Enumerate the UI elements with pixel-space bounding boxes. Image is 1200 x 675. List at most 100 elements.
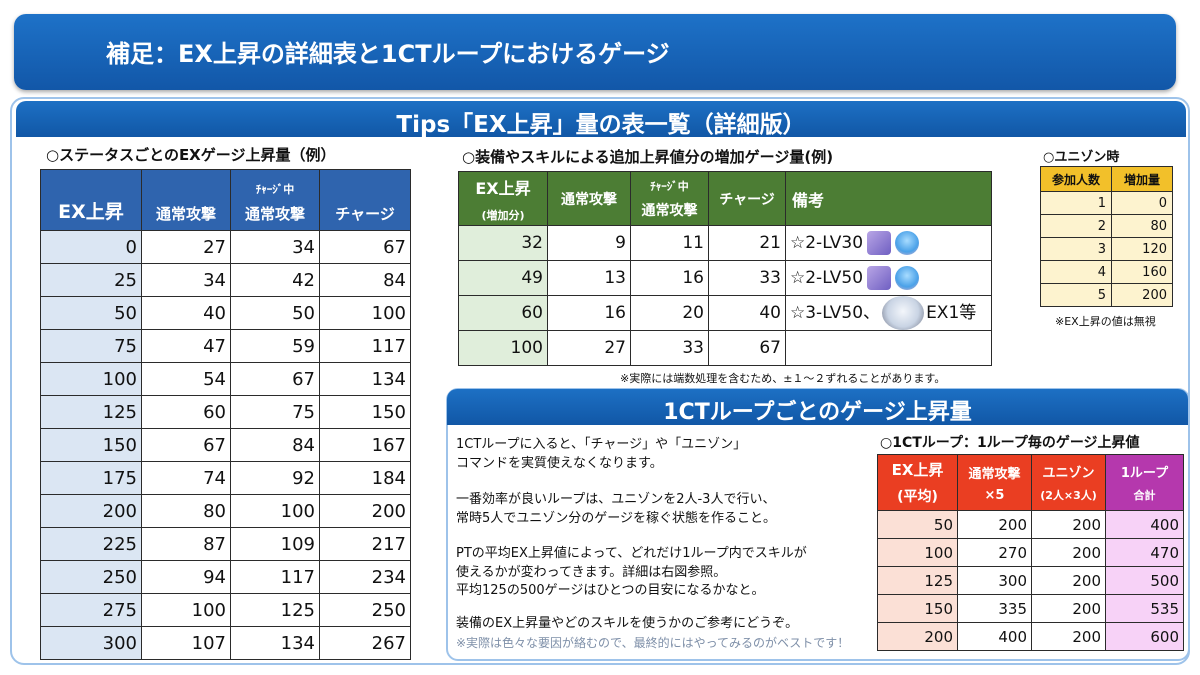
ex-cell: 0	[40, 230, 142, 264]
charge-cell: 40	[708, 295, 786, 331]
normal-cell: 13	[547, 260, 631, 296]
total-cell: 535	[1105, 594, 1184, 623]
ct-paragraph-line: 1CTループに入ると、「チャージ」や「ユニゾン」	[456, 437, 747, 452]
ex-cell: 125	[877, 566, 958, 595]
cards-icon	[867, 231, 892, 255]
note-text-after: EX1等	[926, 303, 977, 323]
ex-cell: 49	[458, 260, 548, 296]
charge-normal-cell: 125	[230, 593, 320, 627]
character-icon	[882, 296, 925, 330]
header-ex-avg: EX上昇 (平均)	[877, 454, 958, 511]
normal-cell: 107	[141, 626, 231, 660]
header-charge-normal-label: 通常攻撃	[244, 205, 305, 223]
table-row: 50 200 200 400	[877, 510, 1184, 539]
charge-normal-cell: 109	[230, 527, 320, 561]
total-cell: 470	[1105, 538, 1184, 567]
ex-cell: 200	[40, 494, 142, 528]
charge-normal-cell: 92	[230, 461, 320, 495]
ex-cell: 175	[40, 461, 142, 495]
ex-cell: 60	[458, 295, 548, 331]
charge-cell: 184	[319, 461, 411, 495]
header-unison-sub: (2人×3人)	[1040, 489, 1097, 502]
ex-cell: 100	[40, 362, 142, 396]
charge-normal-cell: 100	[230, 494, 320, 528]
header-charge: チャージ	[319, 169, 411, 231]
header-charge-top: ﾁｬｰｼﾞ中	[650, 179, 689, 193]
note-text: ☆3-LV50、	[790, 303, 881, 323]
header-normal: 通常攻撃	[141, 169, 231, 231]
header-charge: チャージ	[708, 171, 786, 226]
table-row: 150 335 200 535	[877, 594, 1184, 623]
charge-cell: 84	[319, 263, 411, 297]
ex-cell: 100	[458, 330, 548, 366]
header-charge-normal: ﾁｬｰｼﾞ中 通常攻撃	[230, 169, 320, 231]
ct-paragraph-line: 装備のEX上昇量やどのスキルを使うかのご参考にどうぞ。	[456, 616, 799, 631]
normal-cell: 60	[141, 395, 231, 429]
people-cell: 3	[1040, 237, 1112, 261]
normal-cell: 34	[141, 263, 231, 297]
loop-table-label: ○1CTループ：1ループ毎のゲージ上昇値	[880, 435, 1140, 451]
normal-cell: 74	[141, 461, 231, 495]
ex-cell: 25	[40, 263, 142, 297]
table-row: 2 80	[1040, 214, 1173, 238]
ex-cell: 225	[40, 527, 142, 561]
charge-cell: 267	[319, 626, 411, 660]
ct-section-bar: 1CTループごとのゲージ上昇量	[447, 389, 1188, 425]
table-row: 250 94 117 234	[40, 560, 411, 594]
header-ex-label: EX上昇	[891, 461, 944, 479]
status-table-label: ○ステータスごとのEXゲージ上昇量（例）	[46, 146, 336, 164]
unison-table: 参加人数 増加量 1 0 2 80 3 120 4 160 5 200	[1040, 166, 1173, 307]
charge-normal-cell: 16	[630, 260, 709, 296]
normal-cell: 40	[141, 296, 231, 330]
total-cell: 500	[1105, 566, 1184, 595]
ex-cell: 200	[877, 622, 958, 651]
increase-cell: 200	[1111, 283, 1173, 307]
people-cell: 1	[1040, 191, 1112, 215]
header-note: 備考	[785, 171, 992, 226]
table-row: 200 80 100 200	[40, 494, 411, 528]
charge-normal-cell: 75	[230, 395, 320, 429]
header-charge-normal-label: 通常攻撃	[641, 202, 698, 219]
ct-paragraph-line: 使えるかが変わってきます。詳細は右図参照。	[456, 565, 727, 580]
note-cell	[785, 330, 992, 366]
unison-cell: 200	[1031, 538, 1106, 567]
charge-normal-cell: 59	[230, 329, 320, 363]
equip-gauge-table: EX上昇 (増加分) 通常攻撃 ﾁｬｰｼﾞ中 通常攻撃 チャージ 備考 32 9 11 2…	[458, 171, 992, 366]
total-cell: 400	[1105, 510, 1184, 539]
ex-cell: 250	[40, 560, 142, 594]
header-ex-sub: (増加分)	[481, 208, 525, 222]
note-cell: ☆3-LV50、 EX1等	[785, 295, 992, 331]
ex-cell: 150	[40, 428, 142, 462]
cards-icon	[867, 266, 892, 290]
normal-cell: 27	[547, 330, 631, 366]
normal-cell: 9	[547, 225, 631, 261]
people-cell: 5	[1040, 283, 1112, 307]
ct-paragraph-line: コマンドを実質使えなくなります。	[456, 456, 663, 471]
note-cell: ☆2-LV30	[785, 225, 992, 261]
charge-cell: 21	[708, 225, 786, 261]
increase-cell: 120	[1111, 237, 1173, 261]
tree-spirit-icon	[895, 231, 920, 255]
ct-caution: ※実際は色々な要因が絡むので、最終的にはやってみるのがベストです！	[456, 636, 850, 650]
table-row: 4 160	[1040, 260, 1173, 284]
ex-cell: 275	[40, 593, 142, 627]
charge-cell: 134	[319, 362, 411, 396]
charge-normal-cell: 11	[630, 225, 709, 261]
header-normal-sub: ×5	[984, 487, 1005, 503]
table-row: 175 74 92 184	[40, 461, 411, 495]
ct-section-title: 1CTループごとのゲージ上昇量	[663, 400, 972, 425]
increase-cell: 0	[1111, 191, 1173, 215]
ex-cell: 100	[877, 538, 958, 567]
normal-cell: 54	[141, 362, 231, 396]
charge-normal-cell: 67	[230, 362, 320, 396]
charge-cell: 167	[319, 428, 411, 462]
normal-cell: 270	[957, 538, 1032, 567]
ex-cell: 50	[40, 296, 142, 330]
header-unison-label: ユニゾン	[1042, 466, 1095, 481]
table-row: 50 40 50 100	[40, 296, 411, 330]
increase-cell: 160	[1111, 260, 1173, 284]
table-row: 100 270 200 470	[877, 538, 1184, 567]
normal-cell: 27	[141, 230, 231, 264]
normal-cell: 47	[141, 329, 231, 363]
unison-cell: 200	[1031, 594, 1106, 623]
